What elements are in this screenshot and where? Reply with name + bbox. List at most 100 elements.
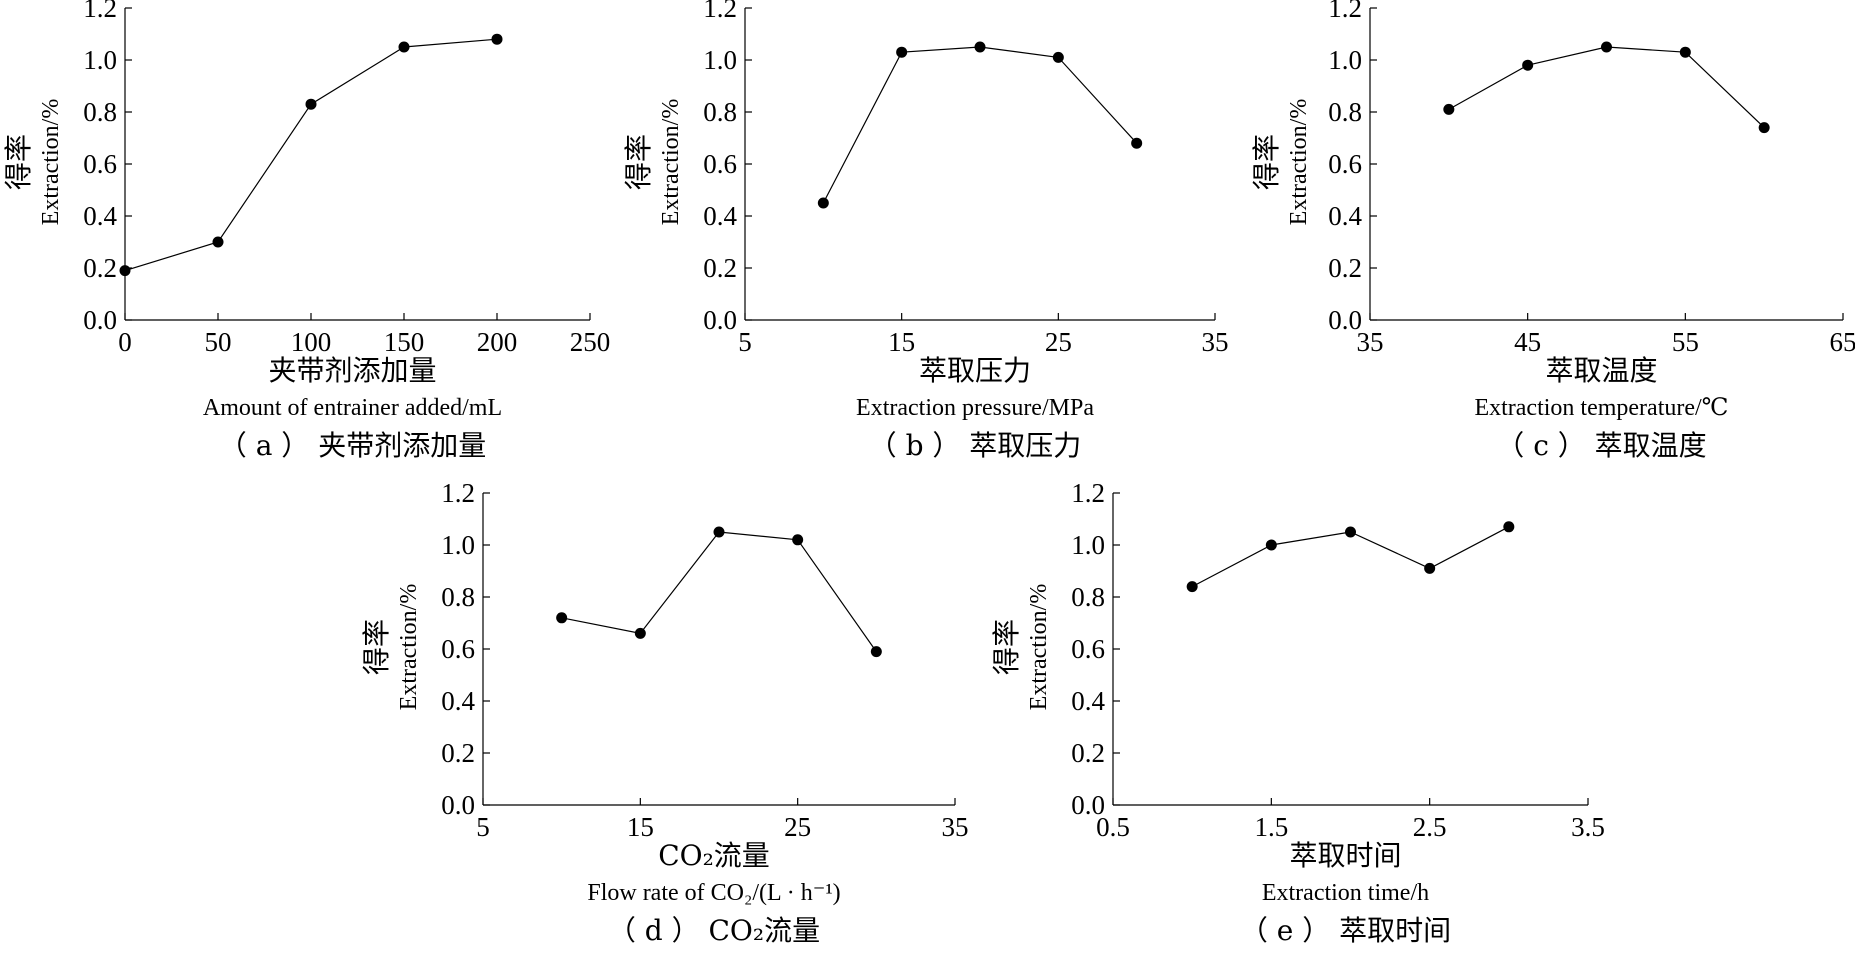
- x-tick-label: 15: [627, 812, 654, 842]
- y-tick-label: 1.0: [1071, 530, 1105, 560]
- x-tick-label: 3.5: [1571, 812, 1605, 842]
- y-tick-label: 0.6: [441, 634, 475, 664]
- data-point: [1265, 539, 1277, 551]
- y-tick-label: 1.0: [1328, 45, 1362, 75]
- y-tick-label: 0.4: [83, 201, 117, 231]
- panel-caption: （ d ） CO₂流量: [608, 914, 820, 947]
- data-point: [119, 265, 131, 277]
- data-point: [1679, 46, 1691, 58]
- data-point: [1601, 41, 1612, 53]
- series-line: [561, 531, 877, 652]
- x-tick-label: 45: [1514, 327, 1541, 357]
- chart-panel-c: 0.0 0.2 0.4 0.6 0.8 1.0 1.2 35 45 55 65 萃取温度 Extract…: [1250, 0, 1855, 462]
- data-point: [491, 33, 503, 45]
- x-tick-label: 2.5: [1413, 812, 1447, 842]
- panel-caption: （ c ） 萃取温度: [1496, 429, 1706, 462]
- series-line: [822, 46, 1138, 204]
- x-tick-label: 50: [205, 327, 232, 357]
- panel-caption: （ b ） 萃取压力: [869, 429, 1082, 462]
- chart-panel-a: 0.0 0.2 0.4 0.6 0.8 1.0 1.2 0 50 100 150 200 250 夹带剂添…: [2, 0, 610, 462]
- y-tick-label: 0.4: [1071, 686, 1105, 716]
- y-axis-title-cn: 得率: [622, 134, 655, 190]
- y-tick-label: 1.2: [703, 0, 737, 23]
- x-axis-title-cn: 萃取时间: [1289, 839, 1401, 872]
- y-tick-label: 0.8: [703, 97, 737, 127]
- x-tick-label: 1.5: [1254, 812, 1288, 842]
- y-tick-label: 0.2: [441, 738, 475, 768]
- data-point: [1503, 521, 1515, 533]
- x-tick-label: 25: [1045, 327, 1072, 357]
- y-tick-label: 0.4: [441, 686, 475, 716]
- x-axis-title-cn: CO₂流量: [658, 839, 770, 872]
- y-tick-label: 0.0: [441, 790, 475, 820]
- y-axis-title-en: Extraction/%: [396, 584, 422, 711]
- y-axis-title-en: Extraction/%: [1286, 99, 1312, 226]
- panel-caption: （ e ） 萃取时间: [1240, 914, 1451, 947]
- y-tick-label: 0.6: [83, 149, 117, 179]
- data-point: [398, 41, 410, 53]
- data-point: [212, 236, 224, 248]
- x-tick-label: 65: [1830, 327, 1855, 357]
- y-tick-label: 0.4: [1328, 201, 1362, 231]
- y-tick-label: 0.8: [83, 97, 117, 127]
- y-axis-title-en: Extraction/%: [1026, 584, 1052, 711]
- y-axis-title-en: Extraction/%: [658, 99, 684, 226]
- x-axis-title-en: Extraction time/h: [1262, 880, 1429, 906]
- x-axis-title-cn: 夹带剂添加量: [268, 354, 436, 387]
- y-tick-label: 0.2: [83, 253, 117, 283]
- y-tick-label: 0.8: [441, 582, 475, 612]
- y-tick-label: 1.0: [441, 530, 475, 560]
- x-axis-title-en: Extraction pressure/MPa: [856, 395, 1094, 421]
- y-tick-label: 0.0: [1071, 790, 1105, 820]
- data-point: [1424, 562, 1436, 574]
- data-point: [1131, 137, 1143, 149]
- data-point: [556, 612, 568, 624]
- x-tick-label: 25: [784, 812, 811, 842]
- data-point: [792, 534, 804, 546]
- y-axis-title-cn: 得率: [360, 619, 393, 675]
- y-tick-label: 1.2: [83, 0, 117, 23]
- x-tick-label: 5: [738, 327, 752, 357]
- y-axis-title-cn: 得率: [1250, 134, 1283, 190]
- x-tick-label: 35: [1202, 327, 1229, 357]
- panel-caption: （ a ） 夹带剂添加量: [219, 429, 486, 462]
- y-tick-label: 0.4: [703, 201, 737, 231]
- y-tick-label: 0.8: [1071, 582, 1105, 612]
- x-axis-title-en: Extraction temperature/℃: [1474, 395, 1728, 421]
- data-point: [870, 646, 882, 658]
- y-axis-title-cn: 得率: [990, 619, 1023, 675]
- y-tick-label: 0.0: [703, 305, 737, 335]
- series-line: [124, 38, 498, 272]
- data-point: [1345, 526, 1356, 538]
- x-tick-label: 250: [570, 327, 611, 357]
- x-tick-label: 55: [1672, 327, 1699, 357]
- x-tick-label: 0: [118, 327, 132, 357]
- y-tick-label: 0.2: [1328, 253, 1362, 283]
- data-point: [974, 41, 986, 53]
- y-tick-label: 1.2: [1328, 0, 1362, 23]
- data-point: [305, 98, 317, 110]
- data-point: [1186, 581, 1198, 593]
- chart-panel-e: 0.0 0.2 0.4 0.6 0.8 1.0 1.2 0.5 1.5 2.5 3.5 萃取时间 Ext…: [990, 478, 1605, 947]
- x-axis-title-en: Flow rate of CO₂/(L · h⁻¹): [587, 880, 840, 906]
- data-point: [634, 627, 646, 639]
- x-tick-label: 15: [888, 327, 915, 357]
- y-tick-label: 0.0: [83, 305, 117, 335]
- y-tick-label: 0.0: [1328, 305, 1362, 335]
- data-point: [896, 46, 908, 58]
- x-tick-label: 100: [291, 327, 332, 357]
- data-point: [1522, 59, 1534, 71]
- chart-panel-b: 0.0 0.2 0.4 0.6 0.8 1.0 1.2 5 15 25 35 萃取压力 Extracti…: [622, 0, 1229, 462]
- chart-panel-d: 0.0 0.2 0.4 0.6 0.8 1.0 1.2 5 15 25 35 CO₂流量 Flow ra…: [360, 478, 969, 947]
- x-tick-label: 150: [384, 327, 425, 357]
- x-tick-label: 35: [1357, 327, 1384, 357]
- y-tick-label: 0.2: [703, 253, 737, 283]
- data-point: [817, 197, 829, 209]
- data-point: [1052, 51, 1064, 63]
- data-point: [1758, 122, 1770, 134]
- y-tick-label: 1.2: [441, 478, 475, 508]
- x-axis-title-cn: 萃取温度: [1545, 354, 1657, 387]
- y-axis-title-cn: 得率: [2, 134, 35, 190]
- x-axis-title-cn: 萃取压力: [919, 354, 1031, 387]
